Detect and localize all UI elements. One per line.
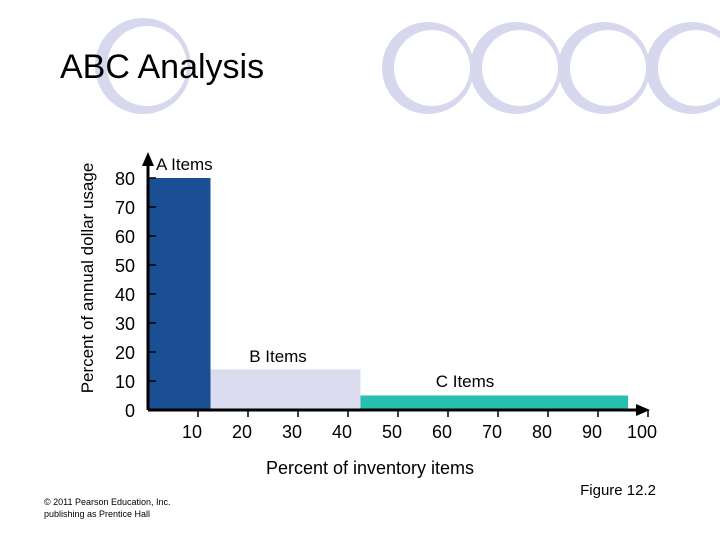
y-tick-label: 50 <box>115 256 135 276</box>
decor-circle-inner-2 <box>394 30 470 106</box>
copyright-line-1: © 2011 Pearson Education, Inc. <box>44 497 171 507</box>
y-tick-label: 80 <box>115 169 135 189</box>
x-tick-label: 40 <box>332 422 352 442</box>
x-tick-label: 80 <box>532 422 552 442</box>
decor-circle-inner-1 <box>107 26 187 106</box>
x-tick-label: 90 <box>582 422 602 442</box>
y-tick-label: 40 <box>115 285 135 305</box>
bar-b-items <box>210 369 361 410</box>
y-tick-label: 10 <box>115 372 135 392</box>
y-axis-arrow <box>142 152 154 166</box>
y-tick-label: 30 <box>115 314 135 334</box>
bar-a-items <box>148 178 211 410</box>
y-tick-label: 0 <box>125 401 135 421</box>
bar-c-items <box>360 395 628 410</box>
x-tick-label: 10 <box>182 422 202 442</box>
decor-circle-inner-4 <box>570 30 646 106</box>
x-tick-label: 50 <box>382 422 402 442</box>
page-title: ABC Analysis <box>60 48 265 86</box>
x-axis-arrow <box>636 404 650 416</box>
y-tick-label: 60 <box>115 227 135 247</box>
bar-label-b-items: B Items <box>249 347 307 366</box>
x-tick-label: 20 <box>232 422 252 442</box>
decor-circle-inner-5 <box>658 30 720 106</box>
bar-label-c-items: C Items <box>436 372 495 391</box>
x-tick-label: 70 <box>482 422 502 442</box>
copyright-notice: © 2011 Pearson Education, Inc. publishin… <box>44 496 171 520</box>
x-tick-label: 30 <box>282 422 302 442</box>
bar-label-a-items: A Items <box>156 155 213 174</box>
decor-circle-inner-3 <box>482 30 558 106</box>
copyright-line-2: publishing as Prentice Hall <box>44 509 151 519</box>
x-tick-label: 60 <box>432 422 452 442</box>
figure-label: Figure 12.2 <box>580 482 656 499</box>
y-tick-label: 70 <box>115 198 135 218</box>
x-axis-label: Percent of inventory items <box>265 458 475 478</box>
x-tick-label: 100 <box>627 422 657 442</box>
y-tick-label: 20 <box>115 343 135 363</box>
